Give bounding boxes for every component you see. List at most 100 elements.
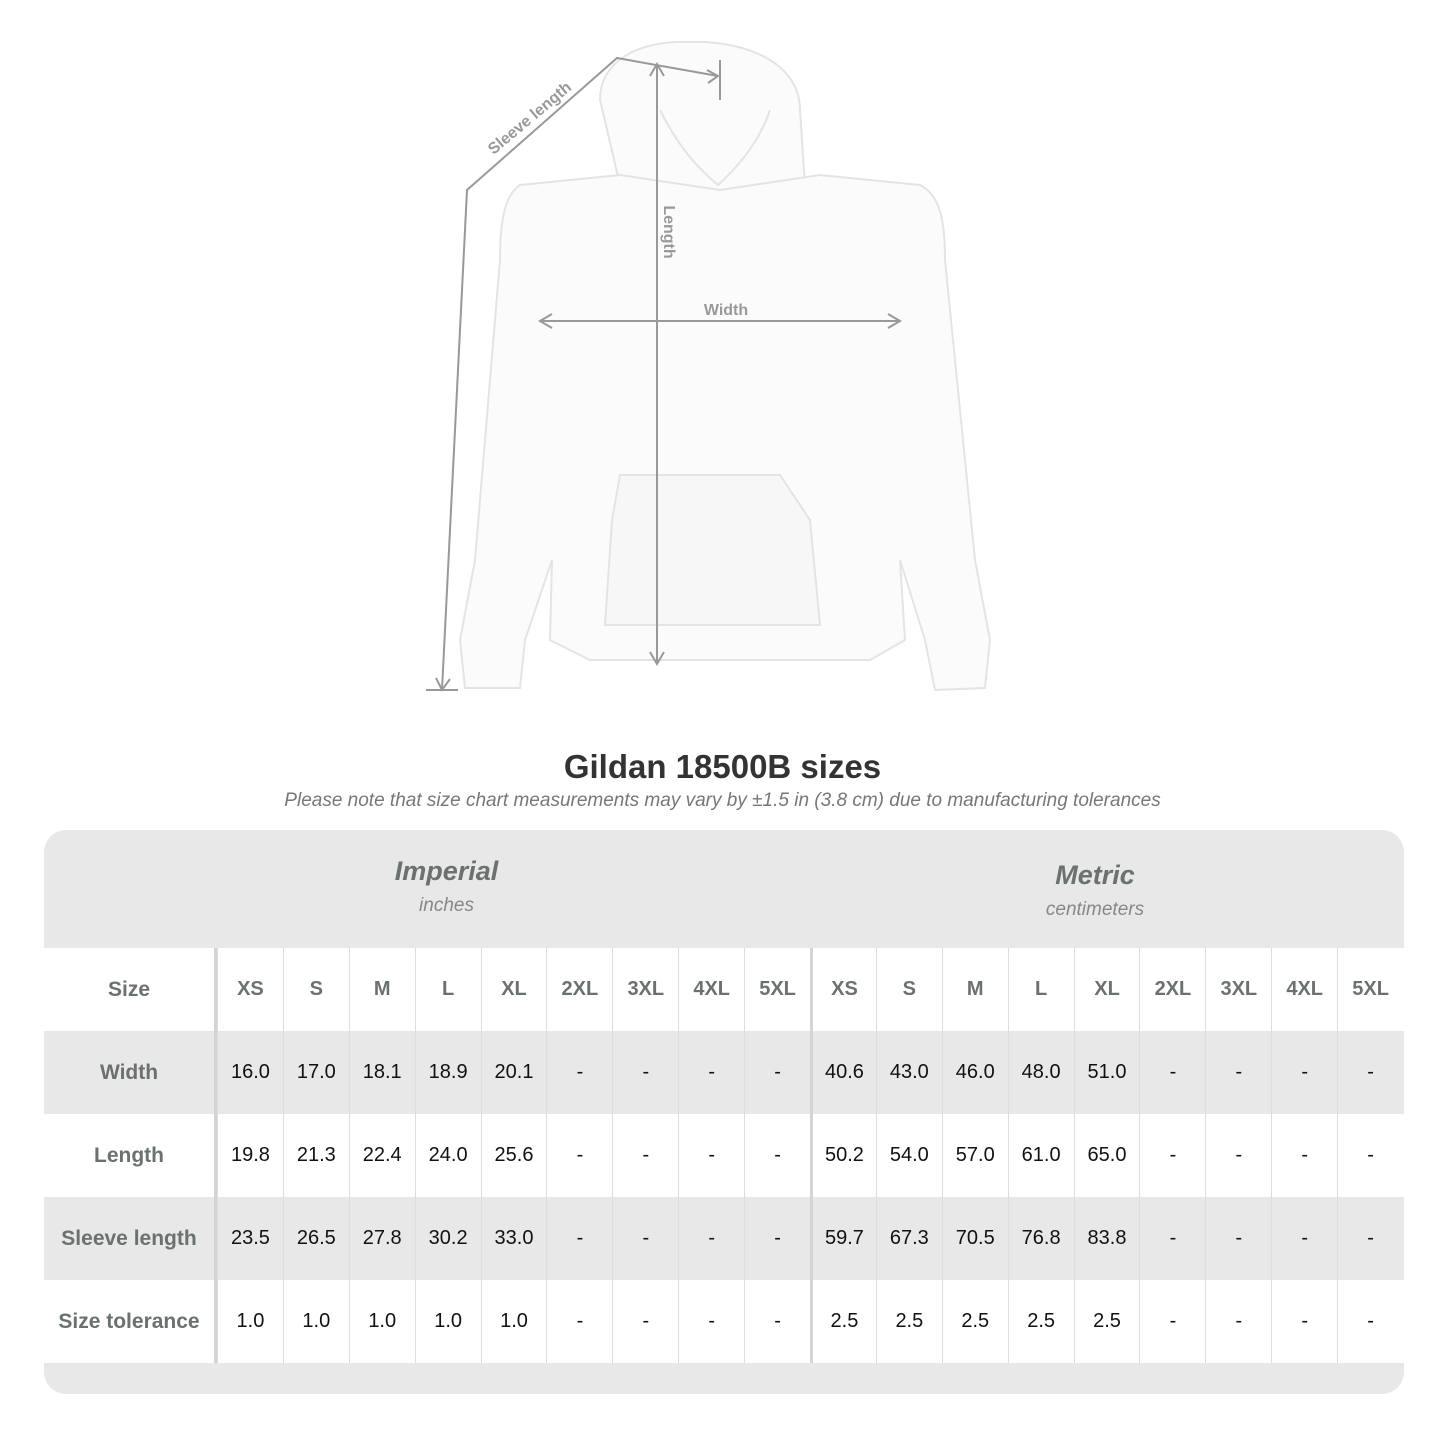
imperial-value-cell: 25.6 [480, 1114, 547, 1197]
imperial-value-cell: - [546, 1197, 612, 1280]
metric-value-cell: 43.0 [875, 1031, 942, 1114]
table-row: Sleeve length 23.5 26.5 27.8 30.2 33.0- - - -59.… [44, 1197, 1404, 1280]
imperial-title: Imperial [394, 856, 499, 886]
hoodie-illustration [458, 40, 992, 692]
metric-value-cell: - [1139, 1197, 1205, 1280]
imperial-value-cell: - [744, 1197, 810, 1280]
imperial-value-cell: - [612, 1280, 678, 1363]
metric-value-cell: - [1337, 1280, 1403, 1363]
metric-value-cell: 67.3 [875, 1197, 942, 1280]
row-label: Sleeve length [44, 1197, 217, 1280]
imperial-value-cell: 22.4 [348, 1114, 415, 1197]
table-row: Length 19.8 21.3 22.4 24.0 25.6- - - -50.2 54.0 57… [44, 1114, 1404, 1197]
metric-value-cell: 57.0 [941, 1114, 1008, 1197]
metric-size-2xl: 2XL [1139, 948, 1205, 1031]
imperial-value-cell: - [612, 1197, 678, 1280]
metric-value-cell: 50.2 [810, 1114, 876, 1197]
imperial-value-cell: - [678, 1197, 744, 1280]
metric-value-cell: 2.5 [1073, 1280, 1140, 1363]
imperial-value-cell: - [546, 1280, 612, 1363]
imperial-header: Imperial inches [219, 856, 674, 917]
imperial-value-cell: 21.3 [282, 1114, 349, 1197]
metric-value-cell: 76.8 [1007, 1197, 1074, 1280]
measurement-lines [426, 56, 902, 692]
imperial-size-3xl: 3XL [612, 948, 678, 1031]
metric-value-cell: - [1139, 1031, 1205, 1114]
metric-value-cell: - [1271, 1031, 1337, 1114]
size-table: Size XS S M L XL 2XL 3XL 4XL 5XL XS S M L XL 2XL 3XL 4XL 5… [44, 948, 1404, 1363]
metric-value-cell: - [1337, 1114, 1403, 1197]
metric-value-cell: - [1205, 1280, 1271, 1363]
metric-value-cell: 83.8 [1073, 1197, 1140, 1280]
table-row: Width 16.0 17.0 18.1 18.9 20.1- - - -40.6 43.0 46.… [44, 1031, 1404, 1114]
imperial-value-cell: - [678, 1031, 744, 1114]
metric-value-cell: - [1271, 1280, 1337, 1363]
metric-value-cell: 2.5 [1007, 1280, 1074, 1363]
imperial-value-cell: - [546, 1114, 612, 1197]
metric-value-cell: 40.6 [810, 1031, 876, 1114]
metric-unit: centimeters [1045, 899, 1145, 920]
metric-value-cell: - [1205, 1031, 1271, 1114]
size-table-panel: Imperial inches Metric centimeters Size X… [44, 830, 1404, 1394]
imperial-size-xl: XL [480, 948, 547, 1031]
imperial-value-cell: 26.5 [282, 1197, 349, 1280]
imperial-size-xs: XS [217, 948, 283, 1031]
imperial-value-cell: 18.1 [348, 1031, 415, 1114]
row-label: Size tolerance [44, 1280, 217, 1363]
metric-value-cell: - [1337, 1031, 1403, 1114]
imperial-value-cell: - [678, 1280, 744, 1363]
imperial-value-cell: 19.8 [217, 1114, 283, 1197]
length-label: Length [660, 205, 677, 258]
imperial-value-cell: 1.0 [282, 1280, 349, 1363]
metric-value-cell: 46.0 [941, 1031, 1008, 1114]
metric-value-cell: 51.0 [1073, 1031, 1140, 1114]
metric-title: Metric [1055, 860, 1135, 890]
metric-header: Metric centimeters [812, 860, 1378, 921]
metric-value-cell: - [1205, 1197, 1271, 1280]
imperial-value-cell: 33.0 [480, 1197, 547, 1280]
imperial-size-4xl: 4XL [678, 948, 744, 1031]
imperial-value-cell: 18.9 [414, 1031, 481, 1114]
imperial-value-cell: 20.1 [480, 1031, 547, 1114]
page-title: Gildan 18500B sizes [563, 748, 882, 785]
metric-size-xl: XL [1073, 948, 1140, 1031]
imperial-size-2xl: 2XL [546, 948, 612, 1031]
metric-value-cell: - [1205, 1114, 1271, 1197]
imperial-size-m: M [348, 948, 415, 1031]
metric-size-5xl: 5XL [1337, 948, 1403, 1031]
imperial-value-cell: 24.0 [414, 1114, 481, 1197]
metric-size-xs: XS [810, 948, 876, 1031]
hoodie-diagram: Sleeve length Length Width [426, 40, 992, 692]
imperial-value-cell: - [612, 1031, 678, 1114]
imperial-value-cell: 30.2 [414, 1197, 481, 1280]
imperial-size-5xl: 5XL [744, 948, 810, 1031]
size-header: Size [44, 948, 217, 1031]
imperial-value-cell: - [612, 1114, 678, 1197]
metric-value-cell: 2.5 [810, 1280, 876, 1363]
metric-value-cell: 2.5 [941, 1280, 1008, 1363]
metric-value-cell: 65.0 [1073, 1114, 1140, 1197]
imperial-value-cell: 27.8 [348, 1197, 415, 1280]
metric-size-4xl: 4XL [1271, 948, 1337, 1031]
imperial-value-cell: 1.0 [414, 1280, 481, 1363]
metric-value-cell: - [1337, 1197, 1403, 1280]
metric-value-cell: 2.5 [875, 1280, 942, 1363]
metric-value-cell: - [1271, 1197, 1337, 1280]
imperial-value-cell: 23.5 [217, 1197, 283, 1280]
imperial-value-cell: 1.0 [480, 1280, 547, 1363]
sleeve-length-line [441, 56, 719, 691]
imperial-value-cell: 1.0 [348, 1280, 415, 1363]
imperial-unit: inches [419, 895, 474, 916]
metric-size-l: L [1007, 948, 1074, 1031]
row-label: Width [44, 1031, 217, 1114]
metric-value-cell: 61.0 [1007, 1114, 1074, 1197]
metric-value-cell: - [1271, 1114, 1337, 1197]
imperial-size-s: S [282, 948, 349, 1031]
imperial-value-cell: - [744, 1280, 810, 1363]
metric-size-s: S [875, 948, 942, 1031]
imperial-size-l: L [414, 948, 481, 1031]
imperial-value-cell: 1.0 [217, 1280, 283, 1363]
metric-value-cell: 48.0 [1007, 1031, 1074, 1114]
metric-value-cell: 70.5 [941, 1197, 1008, 1280]
sleeve-length-label: Sleeve length [485, 79, 575, 158]
